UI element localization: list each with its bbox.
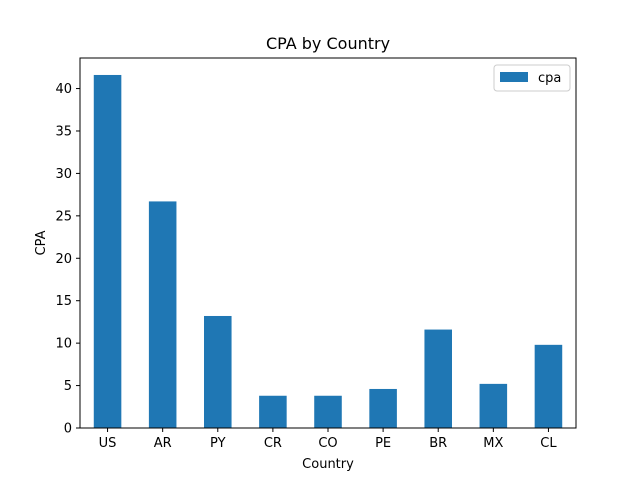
x-axis-label: Country — [302, 457, 354, 472]
x-tick-label: BR — [429, 436, 447, 451]
y-tick-label: 15 — [55, 294, 72, 309]
y-axis: 0 5 10 15 20 25 30 35 40 — [55, 82, 80, 437]
bar-us — [93, 74, 122, 429]
x-tick-label: US — [99, 436, 117, 451]
bar-cl — [534, 344, 563, 428]
y-tick-label: 25 — [55, 209, 72, 224]
x-tick-label: PY — [210, 436, 226, 451]
y-tick-label: 5 — [64, 379, 72, 394]
legend-label: cpa — [538, 71, 561, 86]
x-axis: US AR PY CR CO PE BR MX CL — [99, 428, 557, 451]
bar-mx — [479, 383, 508, 428]
bar-co — [314, 395, 342, 428]
y-tick-label: 30 — [55, 167, 72, 182]
bar-br — [424, 329, 452, 428]
bar-pe — [369, 388, 397, 428]
chart-title: CPA by Country — [266, 34, 390, 53]
y-axis-label: CPA — [34, 230, 49, 255]
y-tick-label: 0 — [64, 422, 72, 437]
y-tick-label: 10 — [55, 337, 72, 352]
bars-layer — [93, 74, 563, 429]
bar-py — [204, 315, 232, 428]
y-tick-label: 40 — [55, 82, 72, 97]
legend-swatch — [500, 72, 528, 82]
x-tick-label: MX — [483, 436, 503, 451]
x-tick-label: CR — [264, 436, 282, 451]
legend-frame — [493, 64, 571, 92]
y-tick-label: 20 — [55, 252, 72, 267]
bar-cr — [259, 395, 287, 428]
y-tick-label: 35 — [55, 124, 72, 139]
plot-frame — [79, 57, 577, 429]
x-tick-label: PE — [375, 436, 391, 451]
x-tick-label: CL — [540, 436, 557, 451]
x-tick-label: CO — [318, 436, 337, 451]
x-tick-label: AR — [154, 436, 172, 451]
legend: cpa — [493, 64, 571, 92]
bar-ar — [148, 201, 177, 428]
